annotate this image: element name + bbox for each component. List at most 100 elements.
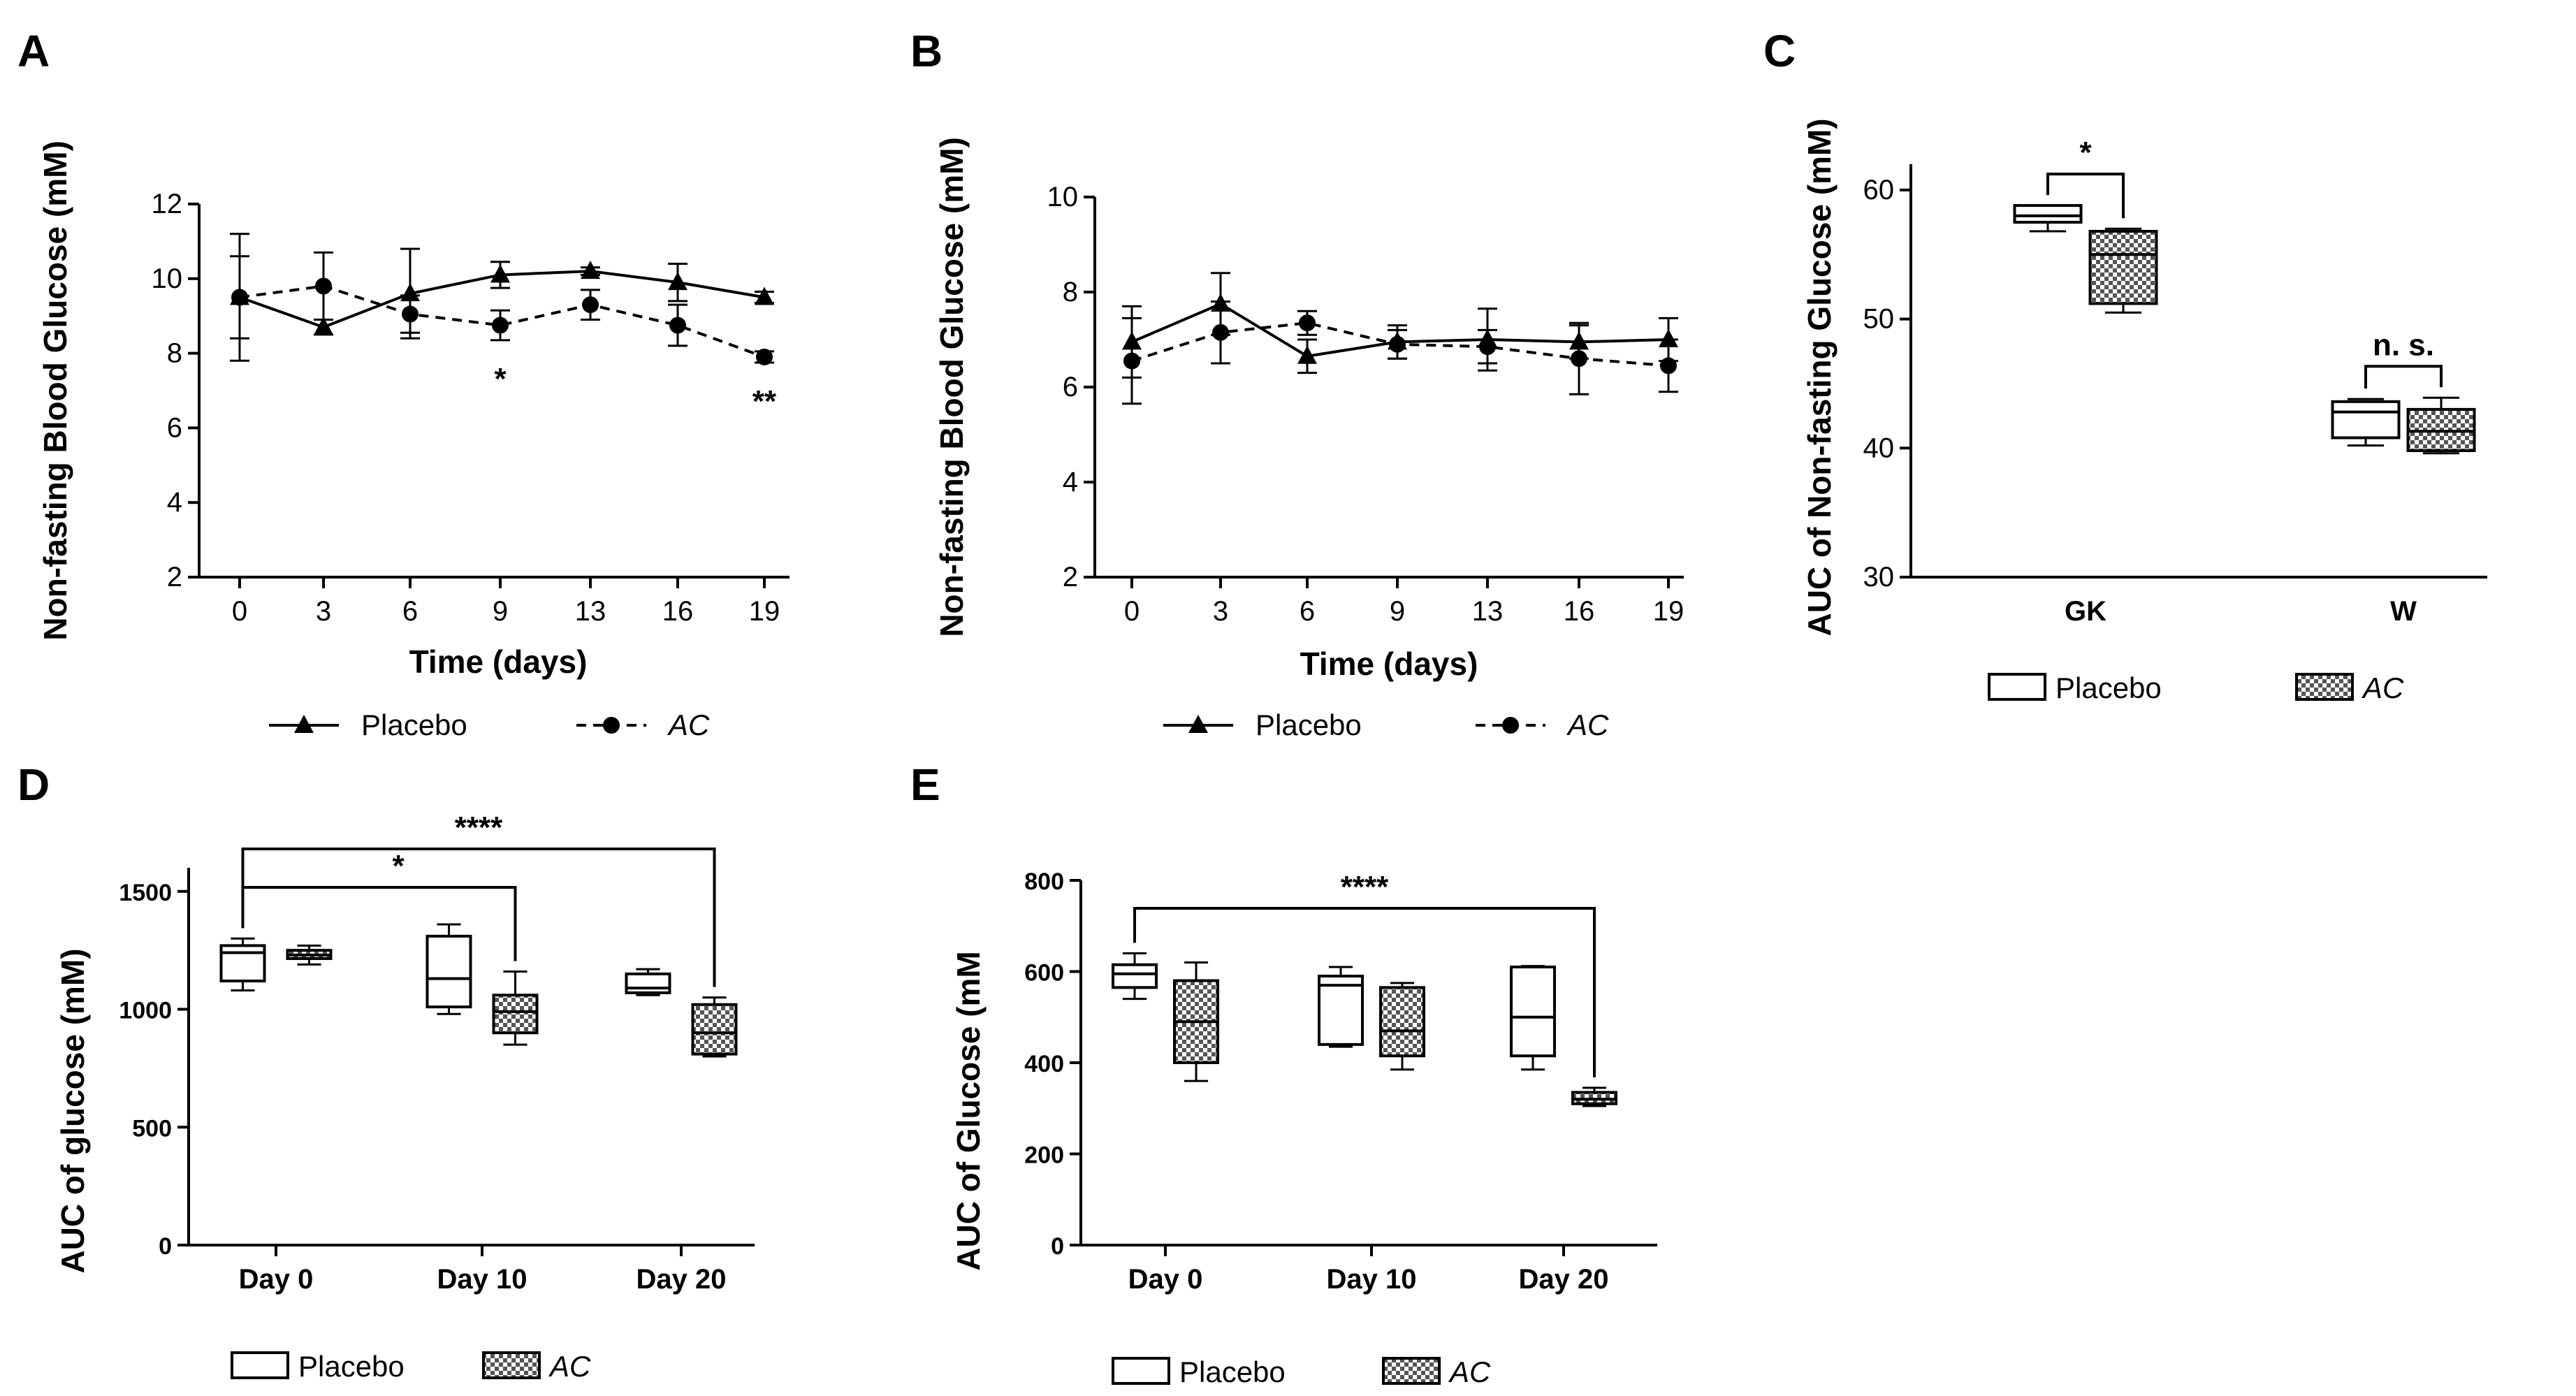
- y-tick-label: 2: [167, 562, 182, 592]
- y-tick-label: 2: [1063, 562, 1078, 592]
- box-ac: [1379, 986, 1425, 1058]
- data-point-circle: [492, 317, 509, 334]
- panel-b: B 2 4 6 8 10 Non-fasting Blood Glucose (mM) 0 3 6…: [910, 26, 1684, 741]
- data-point-circle: [1299, 314, 1316, 332]
- y-tick-label: 8: [1063, 277, 1078, 307]
- data-point-circle: [315, 277, 332, 295]
- significance-mark: *: [392, 849, 405, 883]
- x-tick-label: 6: [402, 596, 418, 627]
- data-point-triangle: [400, 283, 420, 302]
- data-point-circle: [1389, 335, 1406, 353]
- y-tick-label: 12: [152, 189, 183, 219]
- y-tick-label: 800: [1024, 868, 1064, 895]
- data-point-circle: [1660, 357, 1677, 375]
- x-tick-label: 9: [493, 596, 508, 627]
- y-tick-label: 8: [167, 338, 182, 369]
- x-tick-label: 16: [662, 596, 694, 627]
- x-tick-label: 19: [1653, 596, 1684, 627]
- y-tick-label: 6: [167, 412, 182, 443]
- data-point-triangle: [1297, 345, 1317, 364]
- y-tick-label: 4: [1063, 467, 1078, 497]
- significance-mark: ****: [1341, 870, 1389, 904]
- data-point-circle: [756, 348, 773, 365]
- box-placebo: [1112, 963, 1158, 989]
- box-placebo: [425, 934, 472, 1009]
- panel-a: A 2 4 6 8 10 12 Non-fasting Blood Glucose (mM) 0…: [17, 26, 789, 741]
- data-point-circle: [1479, 338, 1496, 356]
- x-category-label: Day 0: [1128, 1264, 1203, 1295]
- data-point-circle: [1571, 350, 1587, 368]
- x-category-label: Day 10: [437, 1264, 527, 1295]
- y-tick-label: 4: [167, 487, 182, 518]
- y-axis-title: AUC of glucose (mM): [54, 948, 91, 1273]
- legend-marker-circle: [1502, 717, 1519, 734]
- legend-label: Placebo: [1179, 1355, 1286, 1388]
- x-tick-label: 9: [1390, 596, 1405, 627]
- significance-mark: *: [2079, 136, 2092, 170]
- box-placebo: [2013, 204, 2083, 224]
- significance-bracket: [2046, 173, 2125, 219]
- panel-d: D 0 500 1000 1500 AUC of glucose (mM) Day 0 Day…: [17, 759, 755, 1383]
- legend-label: Placebo: [298, 1350, 405, 1383]
- legend-label: AC: [1566, 708, 1609, 741]
- data-point-circle: [1212, 323, 1229, 341]
- legend-marker-triangle: [1188, 715, 1208, 733]
- y-tick-label: 0: [159, 1233, 172, 1260]
- x-tick-label: 13: [1472, 596, 1504, 627]
- significance-bracket: [2364, 365, 2443, 389]
- data-point-triangle: [490, 264, 510, 283]
- panel-letter: C: [1763, 26, 1796, 76]
- x-axis-title: Time (days): [1300, 646, 1478, 682]
- y-axis-title: Non-fasting Blood Glucose (mM): [37, 140, 73, 641]
- legend-swatch-placebo: [231, 1351, 289, 1379]
- x-category-label: GK: [2065, 596, 2106, 627]
- y-tick-label: 50: [1863, 304, 1895, 335]
- significance-mark: n. s.: [2373, 328, 2434, 362]
- legend-swatch-placebo: [1988, 673, 2046, 701]
- y-tick-label: 1000: [119, 998, 172, 1024]
- box-ac: [2088, 230, 2158, 305]
- x-tick-label: 6: [1300, 596, 1315, 627]
- box-placebo: [2331, 400, 2401, 439]
- x-category-label: Day 20: [1519, 1264, 1609, 1295]
- panel-letter: B: [910, 26, 943, 76]
- legend-label: Placebo: [361, 708, 467, 741]
- significance-bracket: [1133, 907, 1596, 1077]
- data-point-triangle: [755, 286, 774, 305]
- x-tick-label: 19: [749, 596, 780, 627]
- x-category-label: Day 20: [636, 1264, 727, 1295]
- x-category-label: W: [2390, 596, 2417, 627]
- y-tick-label: 200: [1024, 1142, 1064, 1169]
- data-point-circle: [231, 289, 248, 306]
- significance-mark: ****: [455, 810, 503, 845]
- data-point-circle: [402, 305, 419, 323]
- legend-label: AC: [1448, 1355, 1491, 1388]
- y-tick-label: 30: [1863, 562, 1895, 592]
- legend-label: AC: [2361, 671, 2404, 704]
- x-axis-title: Time (days): [409, 644, 588, 680]
- y-tick-label: 6: [1063, 372, 1078, 402]
- x-tick-label: 13: [575, 596, 606, 627]
- legend-swatch-ac: [2295, 673, 2354, 701]
- legend-swatch-ac: [482, 1351, 541, 1379]
- legend-marker-circle: [603, 717, 620, 734]
- data-point-triangle: [668, 272, 687, 291]
- significance-bracket: [241, 848, 716, 987]
- x-category-label: Day 0: [239, 1264, 314, 1295]
- x-tick-label: 3: [1213, 596, 1228, 627]
- y-tick-label: 10: [1047, 182, 1079, 212]
- box-placebo: [1510, 965, 1556, 1058]
- y-tick-label: 1500: [119, 880, 172, 906]
- box-ac: [691, 1003, 738, 1056]
- legend-swatch-placebo: [1112, 1357, 1170, 1385]
- panel-letter: D: [17, 759, 50, 810]
- data-point-circle: [582, 296, 599, 314]
- y-tick-label: 0: [1051, 1233, 1064, 1260]
- x-category-label: Day 10: [1327, 1264, 1417, 1295]
- significance-mark: **: [752, 384, 777, 419]
- data-point-triangle: [314, 317, 333, 335]
- legend-label: Placebo: [2055, 671, 2162, 704]
- data-point-circle: [1123, 352, 1140, 370]
- significance-mark: *: [494, 362, 507, 396]
